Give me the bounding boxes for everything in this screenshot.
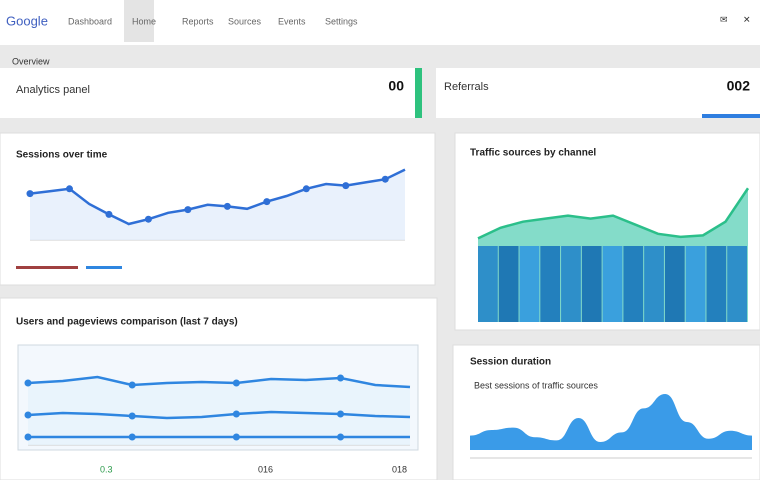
point xyxy=(263,198,271,206)
card-accent xyxy=(415,68,422,118)
section-label: Overview xyxy=(12,56,50,66)
point xyxy=(302,185,310,193)
point xyxy=(232,433,240,441)
chart-title: Sessions over time xyxy=(16,150,108,161)
active-tab xyxy=(124,0,154,42)
point xyxy=(381,175,389,183)
bar xyxy=(478,246,498,322)
icon-close[interactable]: ✕ xyxy=(743,14,751,24)
point xyxy=(128,412,136,420)
point xyxy=(105,210,113,218)
point xyxy=(342,182,350,190)
area xyxy=(28,377,410,445)
point xyxy=(26,190,34,198)
footer-label: 018 xyxy=(392,464,407,474)
nav-tab[interactable]: Reports xyxy=(182,16,214,26)
point xyxy=(24,433,32,441)
point xyxy=(223,202,231,210)
icon-chat[interactable]: ✉ xyxy=(720,14,728,24)
bar xyxy=(581,246,602,322)
point xyxy=(144,215,152,223)
nav-tab[interactable]: Settings xyxy=(325,16,358,26)
legend-swatch xyxy=(16,266,78,269)
bar xyxy=(664,246,685,322)
logo: Google xyxy=(6,13,48,28)
bar xyxy=(540,246,561,322)
point xyxy=(24,411,32,419)
point xyxy=(337,410,345,418)
chart-title: Users and pageviews comparison (last 7 d… xyxy=(16,317,238,328)
footer-label: 016 xyxy=(258,464,273,474)
bar xyxy=(602,246,623,322)
nav-tab[interactable]: Dashboard xyxy=(68,16,112,26)
bar xyxy=(498,246,519,322)
line xyxy=(27,375,411,389)
nav-tab[interactable]: Home xyxy=(132,16,156,26)
nav-tab[interactable]: Events xyxy=(278,16,306,26)
point xyxy=(128,433,136,441)
card-label: Referrals xyxy=(444,81,489,93)
chart-title: Session duration xyxy=(470,357,551,368)
chart-title: Traffic sources by channel xyxy=(470,148,596,159)
point xyxy=(65,185,73,193)
area xyxy=(470,394,752,450)
line xyxy=(27,410,411,420)
point xyxy=(128,381,136,389)
bar xyxy=(519,246,540,322)
bar xyxy=(644,246,664,322)
point xyxy=(337,374,345,382)
bar xyxy=(706,246,727,322)
nav-tab[interactable]: Sources xyxy=(228,16,262,26)
bar xyxy=(685,246,706,322)
point xyxy=(184,206,192,214)
nav-bar xyxy=(0,0,760,45)
bar xyxy=(727,246,747,322)
footer-label: 0.3 xyxy=(100,464,113,474)
bar xyxy=(561,246,581,322)
chart-subtitle: Best sessions of traffic sources xyxy=(474,380,598,390)
point xyxy=(232,379,240,387)
legend-swatch xyxy=(86,266,122,269)
card xyxy=(0,68,422,118)
card xyxy=(436,68,760,118)
bar xyxy=(623,246,644,322)
point xyxy=(24,379,32,387)
card-accent xyxy=(702,114,760,118)
card-value: 00 xyxy=(388,78,404,94)
point xyxy=(337,433,345,441)
card-value: 002 xyxy=(727,78,751,94)
point xyxy=(232,410,240,418)
card-label: Analytics panel xyxy=(16,84,90,96)
line xyxy=(477,187,750,240)
